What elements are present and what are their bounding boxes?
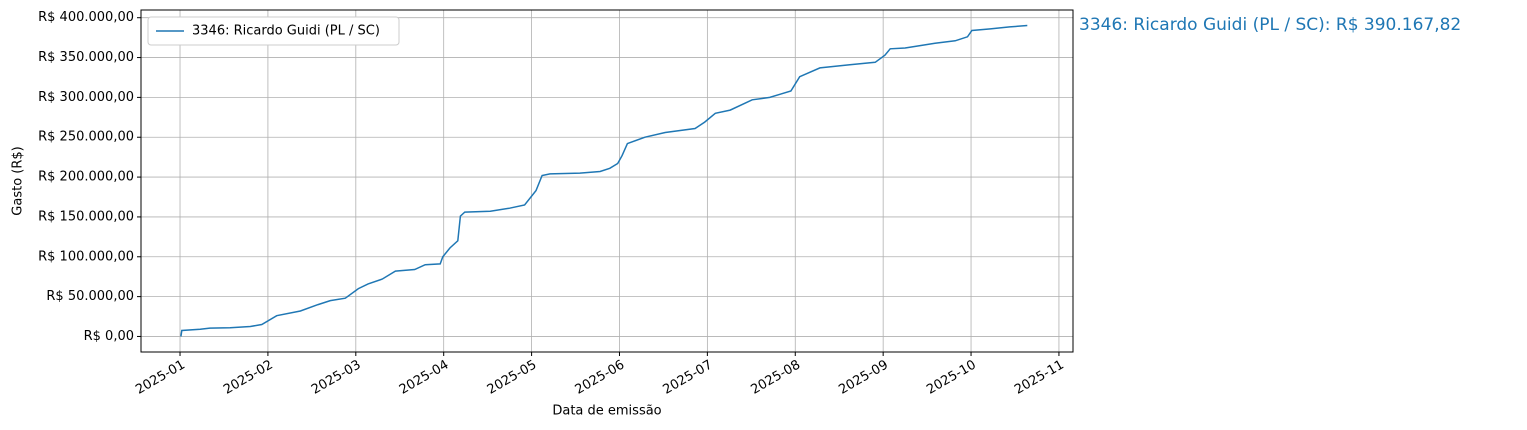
y-tick-label: R$ 0,00 [84,329,134,344]
legend-box [147,16,400,46]
x-tick-label: 2025-11 [1012,358,1067,398]
x-tick-label: 2025-08 [748,358,803,398]
y-tick-label: R$ 100.000,00 [38,249,134,264]
x-tick-label: 2025-10 [924,358,979,398]
y-axis-label: Gasto (R$) [11,146,26,215]
y-tick-label: R$ 250.000,00 [38,130,134,145]
y-tick-label: R$ 50.000,00 [46,289,134,304]
y-tick-label: R$ 350.000,00 [38,50,134,65]
x-tick-label: 2025-01 [133,358,188,398]
legend: 3346: Ricardo Guidi (PL / SC) [147,16,400,46]
y-tick-label: R$ 300.000,00 [38,90,134,105]
x-tick-label: 2025-04 [397,358,452,398]
legend-label: 3346: Ricardo Guidi (PL / SC) [192,24,380,39]
x-axis-label: Data de emissão [552,404,661,419]
x-tick-label: 2025-07 [661,358,716,398]
plot-frame [140,9,1074,353]
x-tick-label: 2025-03 [309,358,364,398]
x-tick-label: 2025-02 [221,358,276,398]
x-tick-label: 2025-09 [836,358,891,398]
y-tick-label: R$ 200.000,00 [38,170,134,185]
y-tick-label: R$ 150.000,00 [38,209,134,224]
series-line [180,24,1028,337]
x-tick-label: 2025-05 [485,358,540,398]
x-tick-label: 2025-06 [573,358,628,398]
annotation: 3346: Ricardo Guidi (PL / SC): R$ 390.16… [1079,15,1461,35]
y-tick-label: R$ 400.000,00 [38,10,134,25]
